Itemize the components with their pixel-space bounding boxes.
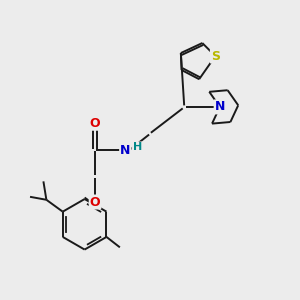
- Text: H: H: [133, 142, 142, 152]
- Text: O: O: [90, 196, 100, 208]
- Text: N: N: [120, 143, 130, 157]
- Text: S: S: [211, 50, 220, 63]
- Text: N: N: [215, 100, 225, 113]
- Text: O: O: [90, 117, 100, 130]
